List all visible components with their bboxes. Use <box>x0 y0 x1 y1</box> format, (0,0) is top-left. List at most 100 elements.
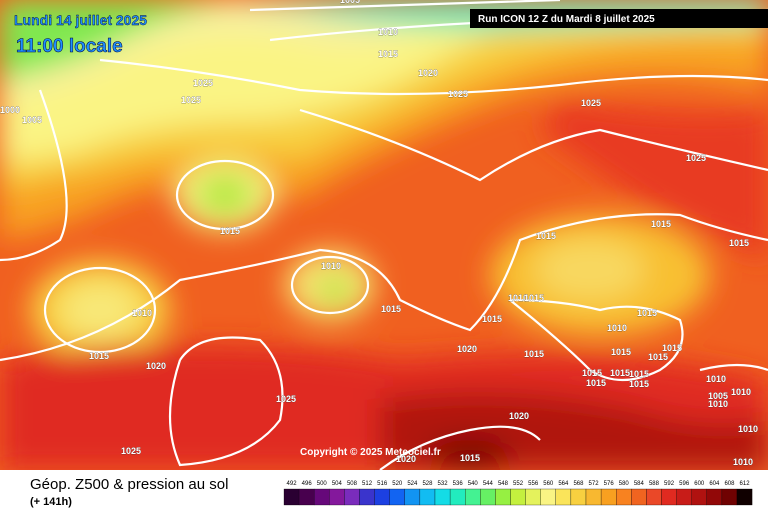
legend-swatch <box>419 488 436 506</box>
isobar-label: 1010 <box>607 323 627 333</box>
legend-label: 608 <box>724 481 735 487</box>
legend-swatch <box>721 488 738 506</box>
isobar-label: 1010 <box>706 374 726 384</box>
legend-swatch <box>691 488 707 506</box>
legend-swatch <box>570 488 587 506</box>
legend-label: 556 <box>528 481 539 487</box>
legend-swatch <box>706 488 723 506</box>
legend-swatch <box>344 488 360 506</box>
isobar-label: 1015 <box>611 347 631 357</box>
legend-label: 584 <box>634 481 645 487</box>
legend-swatch <box>359 488 375 506</box>
isobar-label: 1015 <box>482 314 502 324</box>
isobar-label: 1020 <box>418 68 438 78</box>
isobar-label: 1015 <box>524 293 544 303</box>
isobar-label: 1020 <box>509 411 529 421</box>
isobar-label: 1015 <box>662 343 682 353</box>
isobar-label: 1015 <box>381 304 401 314</box>
legend-swatch <box>600 488 617 506</box>
isobar-label: 1010 <box>132 308 152 318</box>
legend-label: 552 <box>513 481 524 487</box>
legend-label: 496 <box>302 481 313 487</box>
isobar-label: 1015 <box>220 226 240 236</box>
copyright: Copyright © 2025 Meteociel.fr <box>300 447 441 458</box>
isobar-label: 1015 <box>729 238 749 248</box>
legend-swatch <box>480 488 496 506</box>
isobar-label: 1000 <box>0 105 20 115</box>
legend-label: 544 <box>483 481 494 487</box>
isobar-label: 1015 <box>378 49 398 59</box>
legend-swatch <box>510 488 526 506</box>
legend-label: 504 <box>332 481 343 487</box>
legend-label: 508 <box>347 481 358 487</box>
run-info: Run ICON 12 Z du Mardi 8 juillet 2025 <box>478 14 655 25</box>
isobar-label: 1015 <box>586 378 606 388</box>
legend-label: 592 <box>664 481 675 487</box>
isobar-label: 1010 <box>733 457 753 467</box>
legend-label: 548 <box>498 481 509 487</box>
map-field <box>0 0 768 470</box>
isobar-label: 1020 <box>457 344 477 354</box>
legend-swatch <box>616 488 632 506</box>
isobar-label: 1025 <box>121 446 141 456</box>
legend-label: 576 <box>604 481 615 487</box>
isobar-label: 1005 <box>708 391 728 401</box>
legend-label: 520 <box>392 481 403 487</box>
isobar-label: 1020 <box>146 361 166 371</box>
legend-swatch <box>495 488 511 506</box>
run-banner <box>470 9 768 28</box>
isobar-label: 1010 <box>708 399 728 409</box>
isobar-label: 1025 <box>448 89 468 99</box>
isobar-label: 1020 <box>396 454 416 464</box>
legend-swatch <box>283 488 300 506</box>
footer-subtitle: (+ 141h) <box>30 496 72 508</box>
isobar-label: 1015 <box>610 368 630 378</box>
legend-swatch <box>646 488 662 506</box>
legend-swatch <box>465 488 481 506</box>
isobar-label: 1010 <box>321 261 341 271</box>
isobar-label: 1025 <box>181 95 201 105</box>
legend-label: 500 <box>317 481 328 487</box>
legend-label: 524 <box>407 481 418 487</box>
isobar-label: 1015 <box>524 349 544 359</box>
legend-swatch <box>525 488 541 506</box>
isobars <box>0 0 768 470</box>
legend-swatch <box>374 488 390 506</box>
legend-swatch <box>661 488 677 506</box>
isobar-label: 1015 <box>629 379 649 389</box>
isobar-label: 1015 <box>582 368 602 378</box>
isobar-label: 1015 <box>460 453 480 463</box>
legend-label: 528 <box>422 481 433 487</box>
legend-label: 600 <box>694 481 705 487</box>
isobar-label: 1025 <box>193 78 213 88</box>
isobar-label: 1010 <box>508 293 528 303</box>
isobar-label: 1015 <box>651 219 671 229</box>
legend-label: 540 <box>468 481 479 487</box>
legend-label: 532 <box>438 481 449 487</box>
legend-label: 596 <box>679 481 690 487</box>
legend-swatch <box>676 488 692 506</box>
legend-swatch <box>449 488 466 506</box>
legend-label: 580 <box>619 481 630 487</box>
legend-label: 564 <box>558 481 569 487</box>
legend-label: 588 <box>649 481 660 487</box>
legend-swatch <box>631 488 647 506</box>
legend-swatch <box>736 488 753 506</box>
isobar-label: 1025 <box>276 394 296 404</box>
forecast-date: Lundi 14 juillet 2025 <box>14 12 147 28</box>
legend-swatch <box>329 488 345 506</box>
legend-swatch <box>404 488 421 506</box>
legend-label: 516 <box>377 481 388 487</box>
isobar-label: 1025 <box>686 153 706 163</box>
legend-swatch <box>540 488 556 506</box>
legend-label: 512 <box>362 481 373 487</box>
isobar-labels: 1005101010151020102510251025100010051015… <box>0 0 758 467</box>
legend-swatch <box>314 488 330 506</box>
isobar-label: 1005 <box>340 0 360 5</box>
legend-label: 604 <box>709 481 720 487</box>
legend-swatch <box>434 488 451 506</box>
isobar-label: 1010 <box>731 387 751 397</box>
legend-swatch <box>555 488 572 506</box>
